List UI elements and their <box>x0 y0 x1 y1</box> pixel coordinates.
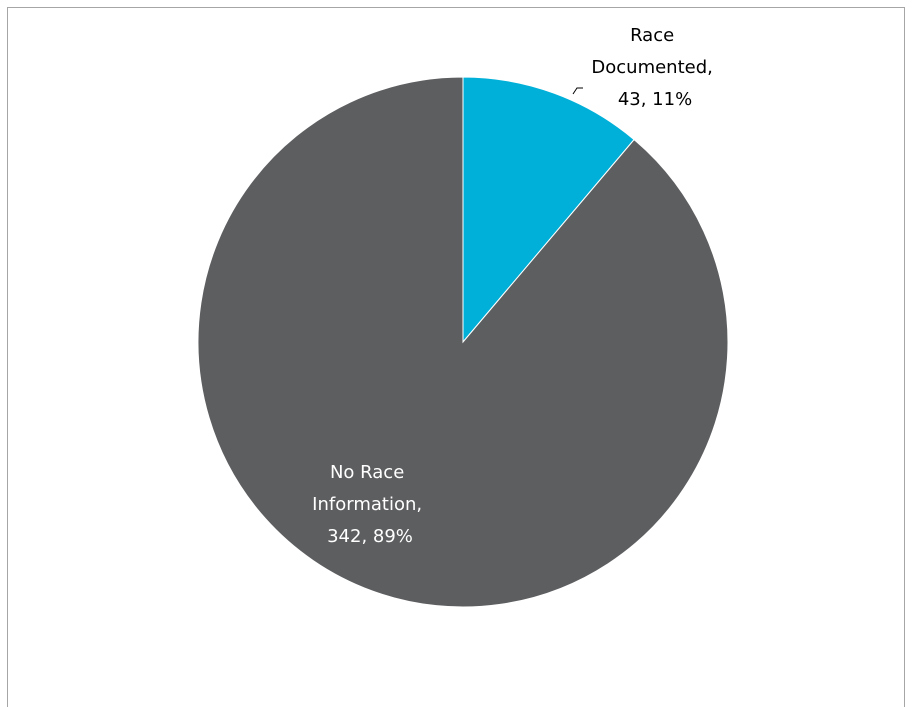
slice-label-no-race-information-line-3: 342, 89% <box>327 526 413 547</box>
slice-label-no-race-information-line-2: Information, <box>312 494 422 515</box>
slice-label-race-documented-line-1: Race <box>630 25 674 46</box>
slice-label-race-documented-line-3: 43, 11% <box>618 89 692 110</box>
pie-slices <box>197 76 729 608</box>
slice-label-race-documented-line-2: Documented, <box>591 57 712 78</box>
slice-label-race-documented: Race Documented, 43, 11% <box>591 25 718 110</box>
pie-slice-no-race-information <box>197 76 729 608</box>
slice-label-no-race-information: No Race Information, 342, 89% <box>312 462 428 547</box>
pie-chart: Race Documented, 43, 11% No Race Informa… <box>197 25 729 608</box>
slice-label-no-race-information-line-1: No Race <box>330 462 404 483</box>
label-leader-line-race-documented <box>572 87 583 95</box>
pie-slice-race-documented <box>462 76 635 344</box>
